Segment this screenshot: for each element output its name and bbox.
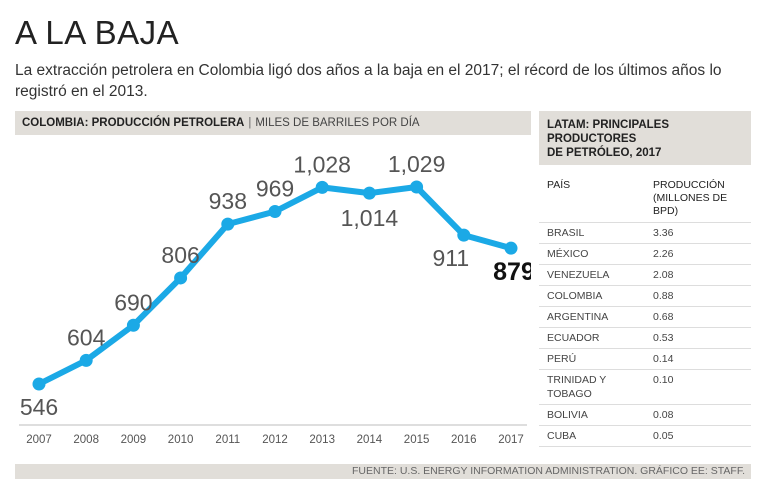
data-label: 969 xyxy=(256,175,294,201)
source-text: FUENTE: U.S. ENERGY INFORMATION ADMINIST… xyxy=(351,465,745,477)
table-row: BOLIVIA 0.08 xyxy=(539,404,751,426)
table-row: ARGENTINA 0.68 xyxy=(539,306,751,328)
table-row: VENEZUELA 2.08 xyxy=(539,264,751,286)
x-tick-label: 2008 xyxy=(73,434,99,446)
chart-header: COLOMBIA: PRODUCCIÓN PETROLERA | MILES DE … xyxy=(15,111,531,135)
producers-table: PAÍS PRODUCCIÓN (MILLONES DE BPD) BRASIL… xyxy=(539,175,751,447)
data-label: 1,029 xyxy=(388,151,446,177)
data-point xyxy=(362,186,376,200)
table-row: COLOMBIA 0.88 xyxy=(539,285,751,307)
data-label: 690 xyxy=(114,289,152,315)
x-tick-label: 2011 xyxy=(215,434,240,446)
x-tick-label: 2012 xyxy=(262,434,288,446)
chart-title: COLOMBIA: PRODUCCIÓN PETROLERA xyxy=(22,117,245,129)
country-cell: MÉXICO xyxy=(539,243,645,265)
data-point xyxy=(32,377,46,391)
table-row: BRASIL 3.36 xyxy=(539,222,751,244)
table-title-line: LATAM: PRINCIPALES xyxy=(547,119,670,131)
table-row: ECUADOR 0.53 xyxy=(539,327,751,349)
table-row: CUBA 0.05 xyxy=(539,425,751,447)
x-tick-label: 2013 xyxy=(309,434,335,446)
production-cell: 0.88 xyxy=(645,285,751,307)
production-cell: 0.05 xyxy=(645,425,751,447)
data-label: 604 xyxy=(67,324,106,350)
col-country-header: PAÍS xyxy=(539,175,645,223)
table-title: LATAM: PRINCIPALES PRODUCTORES DE PETRÓL… xyxy=(539,111,751,165)
production-cell: 2.08 xyxy=(645,264,751,286)
production-cell: 3.36 xyxy=(645,222,751,244)
data-label: 546 xyxy=(20,394,58,420)
data-point xyxy=(268,204,282,218)
data-point xyxy=(79,353,93,367)
table-row: PERÚ 0.14 xyxy=(539,348,751,370)
country-name: COLOMBIA xyxy=(547,290,603,302)
country-name: BRASIL xyxy=(547,227,585,239)
production-cell: 2.26 xyxy=(645,243,751,265)
country-name: BOLIVIA xyxy=(547,409,588,421)
country-cell: ECUADOR xyxy=(539,327,645,349)
country-name: PERÚ xyxy=(547,353,577,365)
col-production-line: BPD) xyxy=(653,205,679,217)
country-cell: VENEZUELA xyxy=(539,264,645,286)
country-name: ARGENTINA xyxy=(547,311,609,323)
country-name: MÉXICO xyxy=(547,248,589,260)
country-cell: TRINIDAD Y TOBAGO xyxy=(539,369,645,405)
data-point xyxy=(504,241,518,255)
country-name: TRINIDAD Y xyxy=(547,374,607,386)
country-cell: PERÚ xyxy=(539,348,645,370)
col-production-line: PRODUCCIÓN xyxy=(653,179,725,191)
production-cell: 0.10 xyxy=(645,369,751,405)
production-cell: 0.14 xyxy=(645,348,751,370)
country-cell: COLOMBIA xyxy=(539,285,645,307)
page-title: A LA BAJA xyxy=(15,14,180,51)
page-subtitle: La extracción petrolera en Colombia ligó… xyxy=(15,62,722,100)
chart-header-separator: | xyxy=(248,117,252,129)
x-tick-label: 2016 xyxy=(451,434,477,446)
x-tick-label: 2015 xyxy=(404,434,430,446)
source-footer: FUENTE: U.S. ENERGY INFORMATION ADMINIST… xyxy=(15,464,751,479)
data-label: 879 xyxy=(493,258,531,286)
country-name: TOBAGO xyxy=(547,388,592,400)
data-label: 938 xyxy=(209,188,247,214)
country-name: ECUADOR xyxy=(547,332,600,344)
data-label: 806 xyxy=(161,242,199,268)
col-production-line: (MILLONES DE xyxy=(653,192,728,204)
country-cell: CUBA xyxy=(539,425,645,447)
data-point xyxy=(315,180,329,194)
x-tick-label: 2010 xyxy=(168,434,194,446)
table-row: MÉXICO 2.26 xyxy=(539,243,751,265)
data-point xyxy=(126,318,140,332)
table-title-line: DE PETRÓLEO, 2017 xyxy=(547,147,662,159)
table-title-line: PRODUCTORES xyxy=(547,133,637,145)
production-cell: 0.53 xyxy=(645,327,751,349)
data-point xyxy=(457,228,471,242)
table-body: BRASIL 3.36 MÉXICO 2.26 VENEZUELA 2.08 COLOMBI… xyxy=(539,222,751,447)
country-cell: BRASIL xyxy=(539,222,645,244)
production-cell: 0.68 xyxy=(645,306,751,328)
data-label: 911 xyxy=(432,245,469,271)
col-production-header: PRODUCCIÓN (MILLONES DE BPD) xyxy=(645,175,751,223)
data-point xyxy=(174,271,188,285)
producers-table-wrap: PAÍS PRODUCCIÓN (MILLONES DE BPD) BRASIL… xyxy=(539,175,751,447)
data-point xyxy=(221,217,235,231)
country-cell: ARGENTINA xyxy=(539,306,645,328)
x-tick-label: 2017 xyxy=(498,434,524,446)
x-tick-label: 2014 xyxy=(357,434,383,446)
country-name: CUBA xyxy=(547,430,577,442)
country-cell: BOLIVIA xyxy=(539,404,645,426)
data-point xyxy=(410,180,424,194)
x-tick-label: 2009 xyxy=(121,434,147,446)
chart-unit-label: MILES DE BARRILES POR DÍA xyxy=(255,117,420,129)
data-label: 1,014 xyxy=(341,205,399,231)
x-tick-label: 2007 xyxy=(26,434,52,446)
country-name: VENEZUELA xyxy=(547,269,610,281)
production-cell: 0.08 xyxy=(645,404,751,426)
table-header-row: PAÍS PRODUCCIÓN (MILLONES DE BPD) xyxy=(539,175,751,223)
table-row: TRINIDAD Y TOBAGO 0.10 xyxy=(539,369,751,405)
data-label: 1,028 xyxy=(293,151,351,177)
